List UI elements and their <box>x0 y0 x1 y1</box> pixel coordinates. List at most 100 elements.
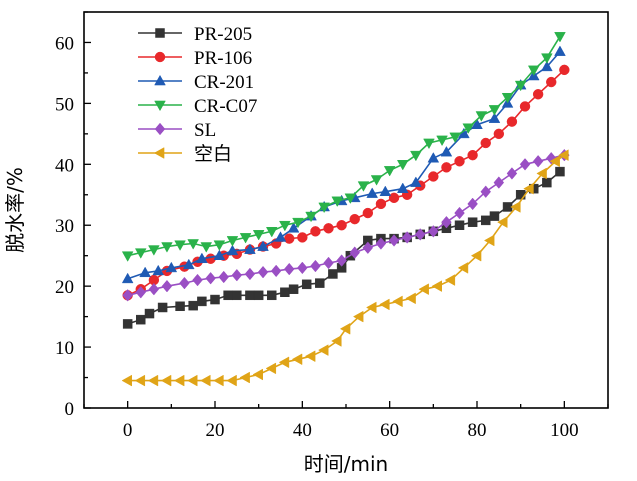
data-point <box>396 160 409 171</box>
x-tick-label: 80 <box>468 420 487 441</box>
data-point <box>470 249 482 262</box>
data-point <box>244 267 256 281</box>
data-point <box>175 301 185 312</box>
data-point <box>278 356 290 369</box>
legend-marker <box>154 51 166 63</box>
data-point <box>515 190 526 200</box>
data-point <box>223 290 233 301</box>
data-point <box>497 216 508 229</box>
data-point <box>136 314 146 325</box>
y-axis-title: 脱水率/% <box>3 167 27 253</box>
series-4 <box>121 32 566 262</box>
data-point <box>270 264 282 278</box>
y-tick-label: 10 <box>55 338 74 359</box>
data-point <box>148 245 160 256</box>
data-point <box>462 123 475 134</box>
data-point <box>297 261 308 275</box>
data-point <box>549 155 560 168</box>
data-point <box>226 244 239 256</box>
x-tick-label: 0 <box>123 420 133 441</box>
data-point <box>546 76 557 88</box>
data-point <box>226 374 237 387</box>
data-point <box>305 211 317 223</box>
data-point <box>174 240 186 251</box>
legend-marker <box>153 147 165 159</box>
legend-entry: 空白 <box>138 143 232 165</box>
legend-entry: CR-201 <box>138 72 254 93</box>
data-point <box>449 132 461 144</box>
data-point <box>192 273 203 287</box>
data-point <box>388 192 400 204</box>
data-point <box>457 262 469 274</box>
data-point <box>331 196 344 207</box>
data-point <box>252 230 265 241</box>
data-point <box>510 201 521 213</box>
legend-label: CR-C07 <box>194 96 257 117</box>
data-point <box>287 222 300 233</box>
data-point <box>301 279 312 290</box>
data-point <box>134 248 147 259</box>
data-point <box>147 374 159 387</box>
data-point <box>392 295 403 308</box>
data-point <box>536 167 547 180</box>
y-tick-label: 20 <box>55 277 74 298</box>
y-tick-label: 40 <box>55 155 74 176</box>
data-point <box>501 92 514 104</box>
data-point <box>480 185 492 198</box>
data-point <box>200 242 213 253</box>
data-point <box>161 279 173 293</box>
data-point <box>423 138 435 150</box>
data-point <box>274 231 287 242</box>
data-point <box>196 252 208 264</box>
data-point <box>410 176 422 187</box>
data-point <box>558 149 569 161</box>
data-point <box>252 368 263 381</box>
series-6 <box>121 149 569 387</box>
data-point <box>244 243 256 254</box>
data-point <box>291 353 303 366</box>
data-point <box>152 264 165 276</box>
data-point <box>139 266 151 278</box>
data-point <box>200 374 211 387</box>
data-point <box>375 237 387 250</box>
legend-label: PR-106 <box>194 48 252 69</box>
legend-label: SL <box>194 120 216 141</box>
data-point <box>410 150 422 162</box>
data-point <box>304 350 316 363</box>
data-point <box>357 181 370 192</box>
data-point <box>440 145 453 157</box>
data-point <box>488 105 501 116</box>
series-5 <box>122 148 570 302</box>
data-point <box>489 211 500 221</box>
y-tick-label: 60 <box>55 33 74 54</box>
data-point <box>362 241 374 255</box>
data-point <box>554 32 566 43</box>
data-point <box>454 156 465 167</box>
data-point <box>493 176 505 189</box>
data-point <box>396 182 409 193</box>
legend-marker <box>154 122 166 136</box>
data-point <box>218 270 230 284</box>
data-point <box>315 278 325 288</box>
plot-frame <box>83 11 609 409</box>
data-point <box>331 335 342 347</box>
data-point <box>483 234 495 247</box>
data-point <box>349 246 361 259</box>
data-point <box>349 213 360 225</box>
data-point <box>555 166 565 177</box>
data-point <box>431 280 442 292</box>
data-point <box>388 234 400 247</box>
legend-marker <box>155 28 165 38</box>
data-point <box>121 272 134 284</box>
data-point <box>414 228 426 241</box>
data-point <box>121 251 134 262</box>
data-point <box>362 207 374 219</box>
data-point <box>280 287 290 297</box>
data-point <box>545 151 557 165</box>
legend-marker <box>154 100 166 112</box>
data-point <box>370 175 383 186</box>
data-point <box>375 198 387 210</box>
data-point <box>379 185 392 197</box>
data-point <box>213 374 224 387</box>
